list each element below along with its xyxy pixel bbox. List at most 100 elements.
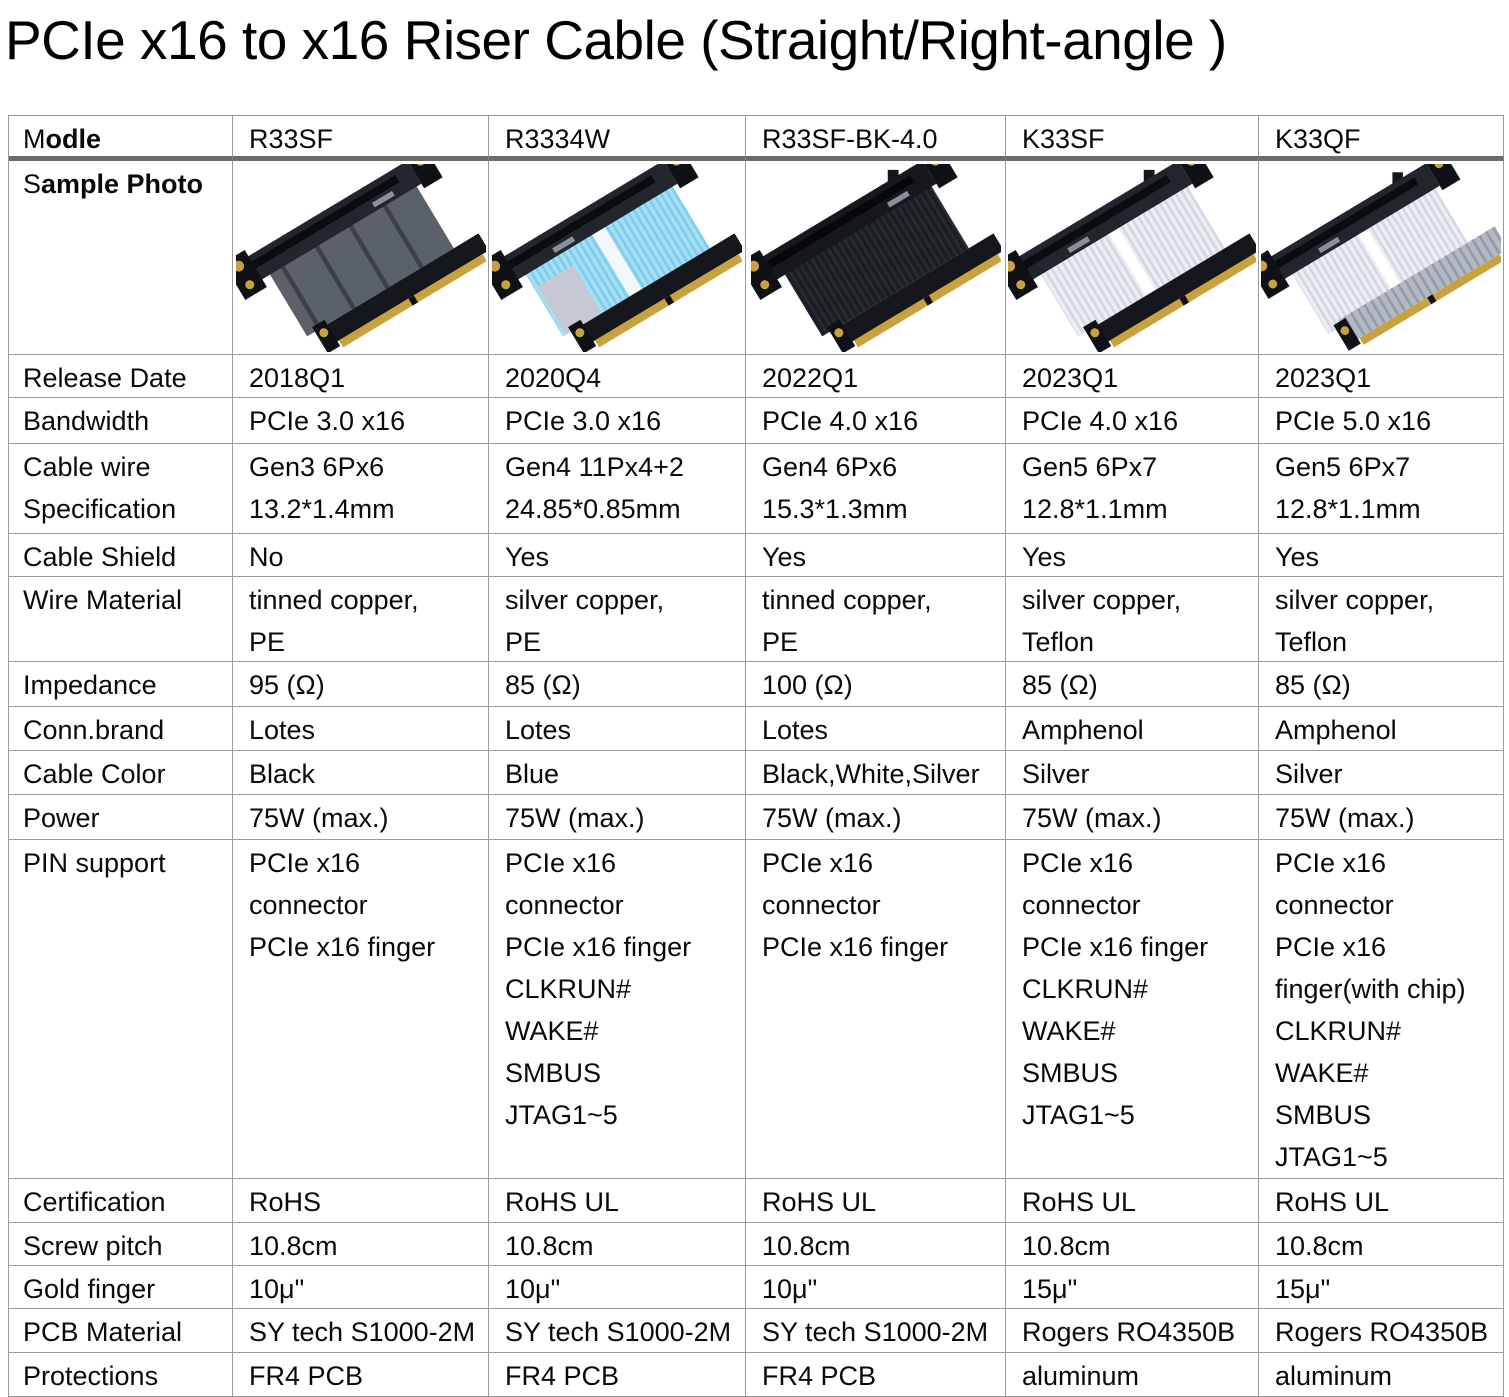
spec-cell: PCIe x16 connector PCIe x16 finger(with …: [1259, 840, 1504, 1179]
row-label-bandwidth: Bandwidth: [9, 398, 233, 444]
spec-cell: 75W (max.): [746, 795, 1006, 840]
spec-cell: 15μ": [1259, 1266, 1504, 1309]
spec-cell: Gen5 6Px7 12.8*1.1mm: [1259, 444, 1504, 534]
pcb-card: [323, 232, 486, 343]
ribbon-cable: [268, 184, 454, 336]
product-photo-cell-k33qf: [1259, 161, 1504, 355]
row-label-certification: Certification: [9, 1179, 233, 1223]
spec-cell: 85 (Ω): [489, 662, 746, 707]
product-photo-cell-r3334w: [489, 161, 746, 355]
spec-cell: RoHS UL: [489, 1179, 746, 1223]
spec-table: Modle R33SF R3334W R33SF-BK-4.0 K33SF K3…: [8, 115, 1504, 1397]
product-photo-k33sf-image: [1008, 163, 1256, 352]
row-label-conn-brand: Conn.brand: [9, 707, 233, 751]
spec-cell: tinned copper, PE: [746, 577, 1006, 662]
spec-cell: Yes: [746, 534, 1006, 577]
spec-cell: Amphenol: [1006, 707, 1259, 751]
spec-cell: PCIe x16 connector PCIe x16 finger: [746, 840, 1006, 1179]
product-photo-r3334w-image: [492, 163, 742, 352]
spec-cell: RoHS UL: [1006, 1179, 1259, 1223]
ribbon-cable: [783, 184, 969, 336]
model-name-k33sf: K33SF: [1006, 116, 1259, 161]
spec-cell: PCIe 4.0 x16: [746, 398, 1006, 444]
spec-cell: 10.8cm: [746, 1223, 1006, 1266]
model-name-r3334w: R3334W: [489, 116, 746, 161]
product-photo-cell-r33sf: [233, 161, 489, 355]
spec-cell: Rogers RO4350B: [1259, 1309, 1504, 1353]
spec-cell: Yes: [1006, 534, 1259, 577]
page-title: PCIe x16 to x16 Riser Cable (Straight/Ri…: [5, 9, 1227, 71]
pcb-card: [838, 232, 1001, 343]
spec-cell: RoHS: [233, 1179, 489, 1223]
row-label-impedance: Impedance: [9, 662, 233, 707]
product-photo-cell-r33sf-bk-4-0: [746, 161, 1006, 355]
row-label-cable-color: Cable Color: [9, 751, 233, 795]
row-label-cable-shield: Cable Shield: [9, 534, 233, 577]
product-photo-r33sf-bk-4-0-image: [750, 163, 1001, 352]
spec-cell: RoHS UL: [746, 1179, 1006, 1223]
spec-cell: 15μ": [1006, 1266, 1259, 1309]
row-label-release-date: Release Date: [9, 355, 233, 398]
spec-cell: 95 (Ω): [233, 662, 489, 707]
spec-cell: aluminum: [1006, 1353, 1259, 1397]
spec-cell: 10.8cm: [233, 1223, 489, 1266]
spec-cell: 75W (max.): [1006, 795, 1259, 840]
spec-cell: FR4 PCB: [489, 1353, 746, 1397]
model-name-r33sf-bk-4-0: R33SF-BK-4.0: [746, 116, 1006, 161]
spec-cell: 10.8cm: [1259, 1223, 1504, 1266]
spec-cell: 85 (Ω): [1006, 662, 1259, 707]
pcb-card: [1095, 232, 1256, 343]
spec-cell: Yes: [489, 534, 746, 577]
spec-cell: Silver: [1259, 751, 1504, 795]
spec-cell: PCIe 5.0 x16: [1259, 398, 1504, 444]
spec-cell: Yes: [1259, 534, 1504, 577]
row-header-sample-photo: Sample Photo: [9, 161, 233, 355]
spec-cell: 10μ": [746, 1266, 1006, 1309]
spec-cell: 2023Q1: [1259, 355, 1504, 398]
row-header-model: Modle: [9, 116, 233, 161]
product-photo-r33sf-image: [235, 163, 486, 352]
spec-cell: Silver: [1006, 751, 1259, 795]
product-photo-k33qf-image: [1261, 163, 1501, 351]
spec-cell: RoHS UL: [1259, 1179, 1504, 1223]
spec-cell: 75W (max.): [1259, 795, 1504, 840]
spec-cell: 10μ": [233, 1266, 489, 1309]
pcb-card: [580, 232, 742, 343]
spec-cell: 2023Q1: [1006, 355, 1259, 398]
spec-cell: Gen5 6Px7 12.8*1.1mm: [1006, 444, 1259, 534]
spec-cell: Lotes: [489, 707, 746, 751]
spec-cell: 100 (Ω): [746, 662, 1006, 707]
row-label-cable-wire-specification: Cable wire Specification: [9, 444, 233, 534]
row-label-protections: Protections: [9, 1353, 233, 1397]
aluminum-card: [1338, 225, 1501, 343]
model-name-k33qf: K33QF: [1259, 116, 1504, 161]
spec-cell: Gen4 11Px4+2 24.85*0.85mm: [489, 444, 746, 534]
row-label-gold-finger: Gold finger: [9, 1266, 233, 1309]
model-name-r33sf: R33SF: [233, 116, 489, 161]
row-label-pcb-material: PCB Material: [9, 1309, 233, 1353]
spec-cell: PCIe x16 connector PCIe x16 finger: [233, 840, 489, 1179]
spec-cell: silver copper, Teflon: [1006, 577, 1259, 662]
spec-cell: Black: [233, 751, 489, 795]
spec-cell: 2018Q1: [233, 355, 489, 398]
spec-cell: 75W (max.): [233, 795, 489, 840]
row-label-power: Power: [9, 795, 233, 840]
spec-cell: SY tech S1000-2M: [233, 1309, 489, 1353]
spec-cell: PCIe x16 connector PCIe x16 finger CLKRU…: [1006, 840, 1259, 1179]
spec-cell: 10.8cm: [1006, 1223, 1259, 1266]
spec-cell: Rogers RO4350B: [1006, 1309, 1259, 1353]
row-label-screw-pitch: Screw pitch: [9, 1223, 233, 1266]
spec-cell: 2020Q4: [489, 355, 746, 398]
spec-cell: 10.8cm: [489, 1223, 746, 1266]
spec-cell: Lotes: [746, 707, 1006, 751]
spec-cell: PCIe 3.0 x16: [489, 398, 746, 444]
spec-cell: SY tech S1000-2M: [746, 1309, 1006, 1353]
spec-cell: aluminum: [1259, 1353, 1504, 1397]
spec-cell: 2022Q1: [746, 355, 1006, 398]
spec-cell: silver copper, Teflon: [1259, 577, 1504, 662]
product-photo-cell-k33sf: [1006, 161, 1259, 355]
spec-cell: No: [233, 534, 489, 577]
spec-cell: Blue: [489, 751, 746, 795]
spec-cell: tinned copper, PE: [233, 577, 489, 662]
spec-cell: Gen3 6Px6 13.2*1.4mm: [233, 444, 489, 534]
